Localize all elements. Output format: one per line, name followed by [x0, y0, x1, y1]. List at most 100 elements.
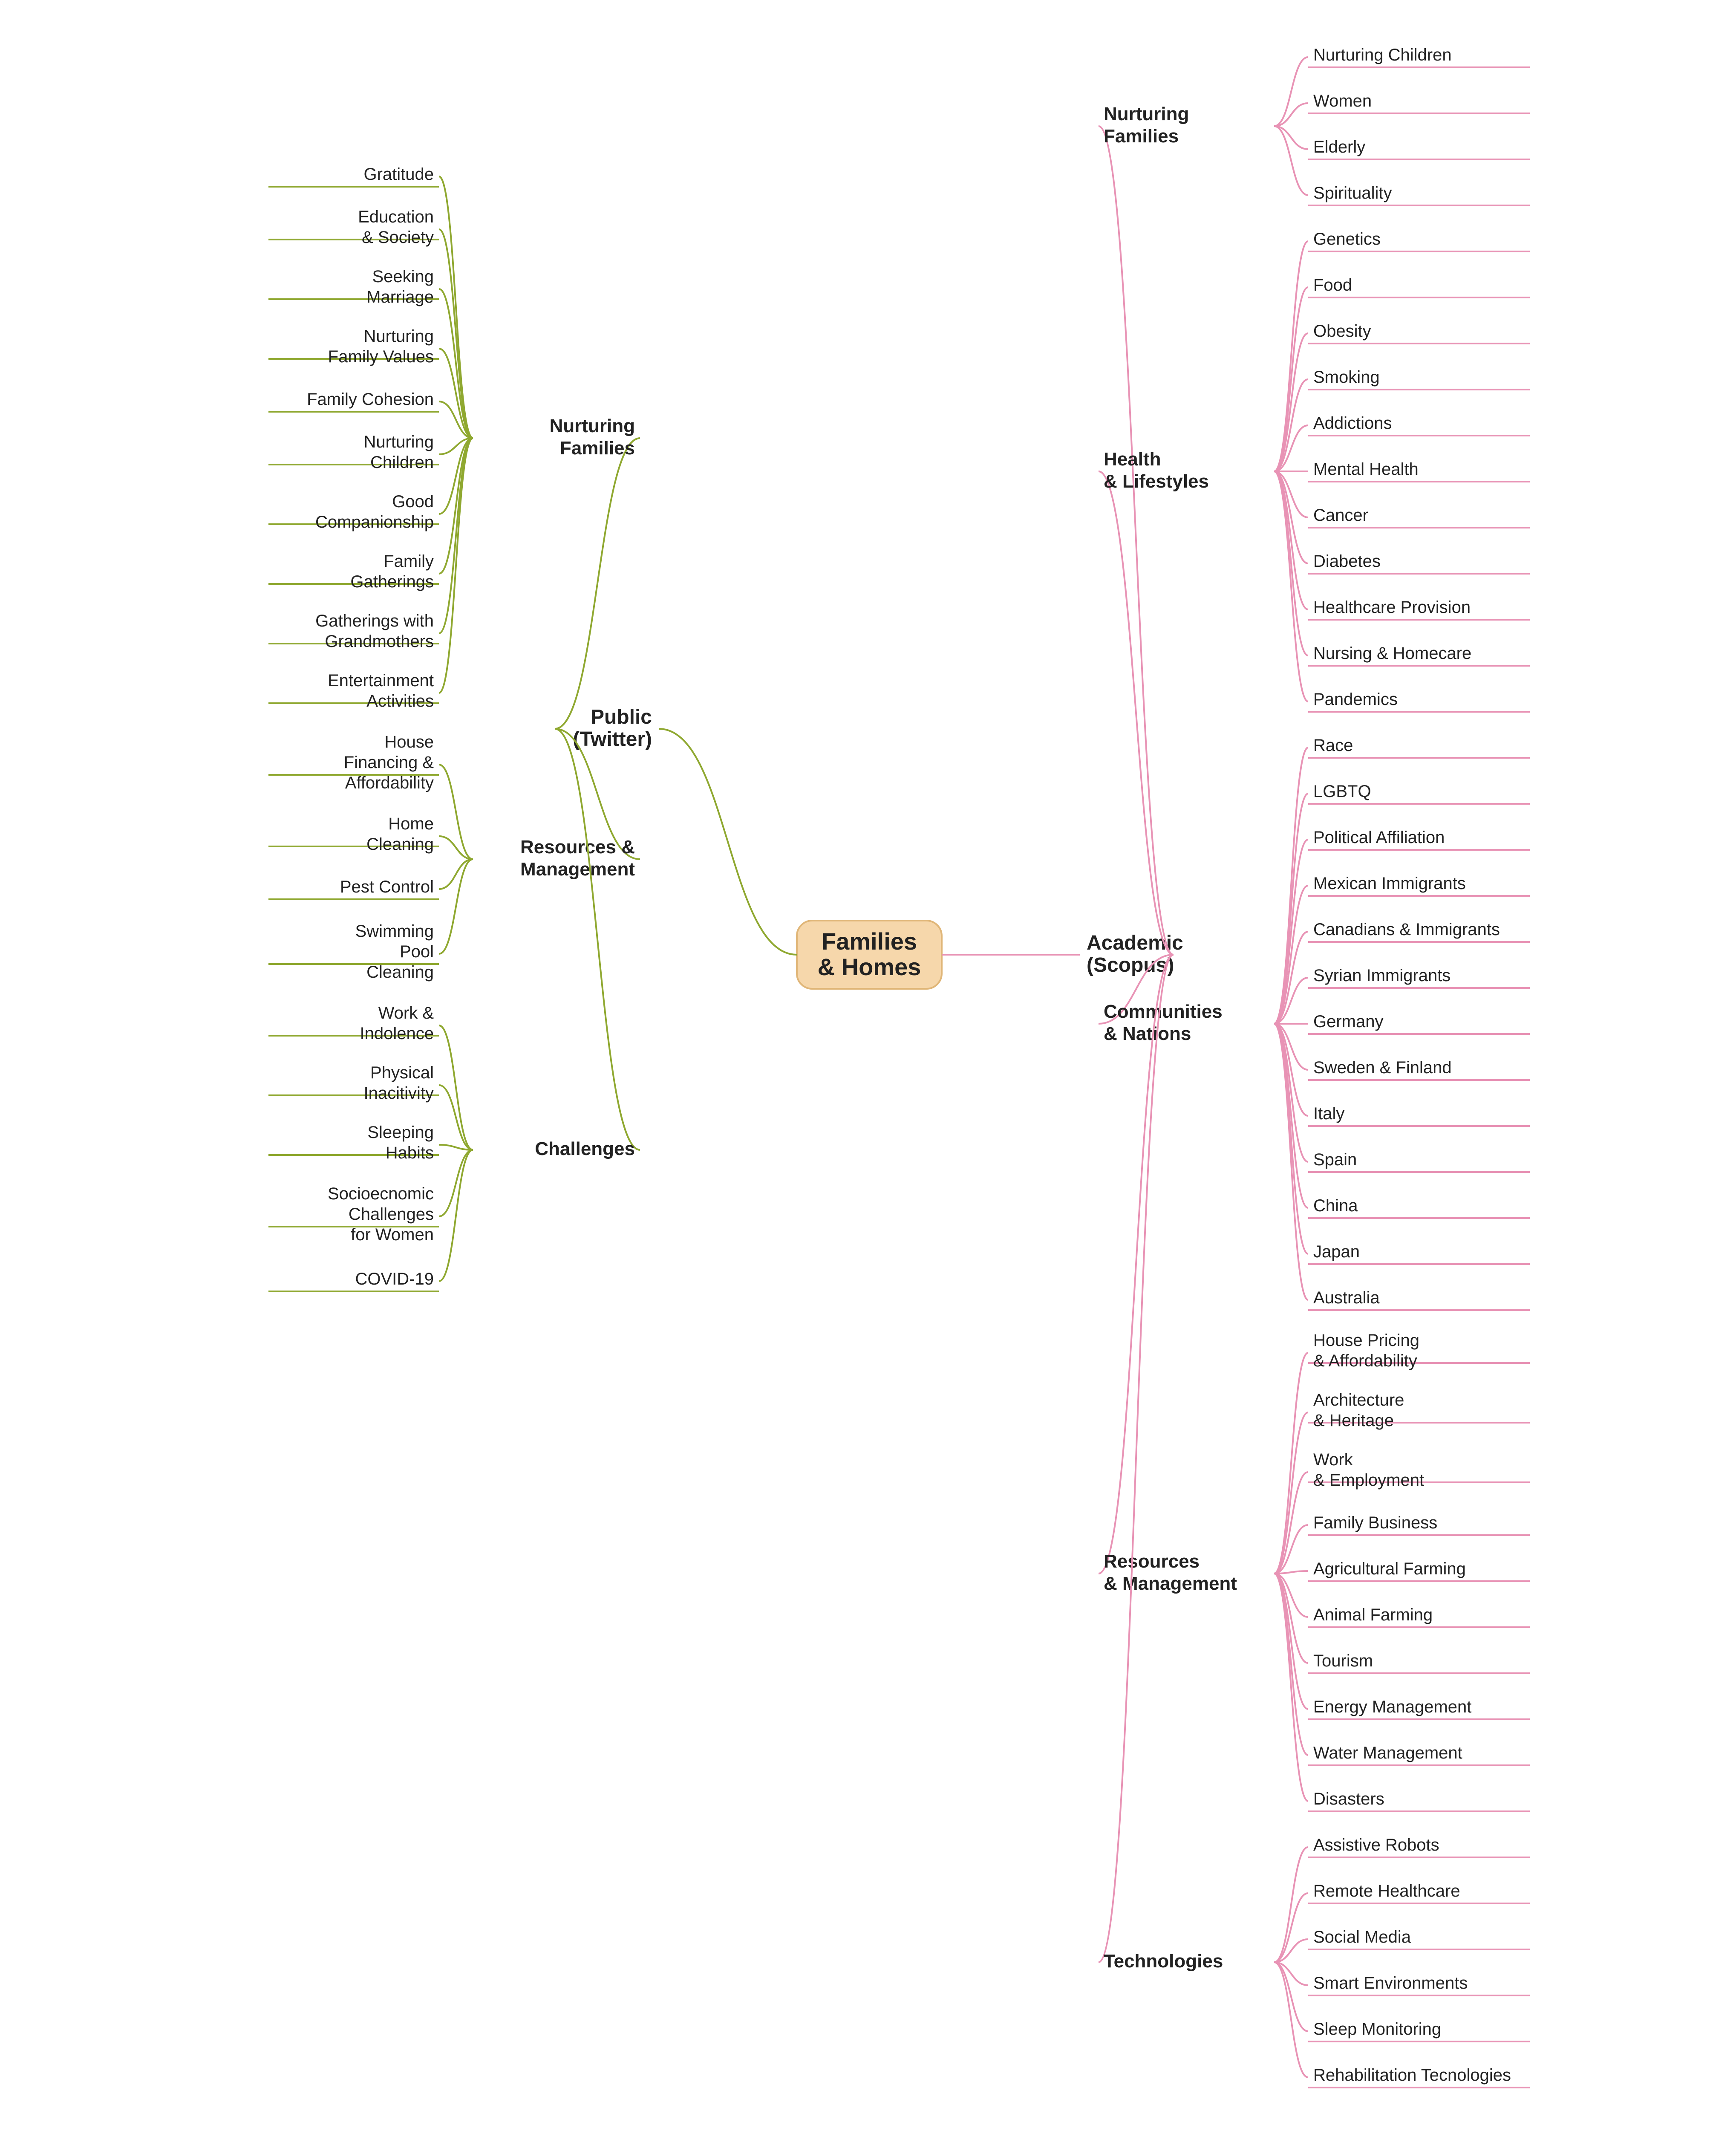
link-cat-leaf [1274, 1024, 1308, 1208]
leaf-label: Work &Indolence [360, 1004, 434, 1043]
leaf-label: Social Media [1313, 1928, 1411, 1946]
leaf-label: Remote Healthcare [1313, 1882, 1460, 1900]
leaf-label: Family Business [1313, 1513, 1437, 1532]
leaf-label: Animal Farming [1313, 1605, 1433, 1624]
leaf-label: Spirituality [1313, 184, 1392, 202]
leaf-label: SwimmingPoolCleaning [355, 922, 434, 982]
category-label: Resources &Management [520, 837, 635, 880]
leaf-label: SocioecnomicChallengesfor Women [328, 1184, 434, 1244]
leaf-label: Rehabilitation Tecnologies [1313, 2066, 1511, 2085]
leaf-label: Energy Management [1313, 1698, 1471, 1716]
leaf-label: HouseFinancing &Affordability [344, 733, 434, 792]
link-cat-leaf [439, 176, 473, 438]
link-cat-leaf [1274, 1353, 1308, 1574]
leaf-label: FamilyGatherings [350, 552, 434, 591]
link-branch-cat [1099, 126, 1174, 955]
leaf-label: Nursing & Homecare [1313, 644, 1471, 663]
leaf-label: Nurturing Children [1313, 46, 1452, 64]
category-label: Challenges [535, 1138, 635, 1159]
leaf-label: Mental Health [1313, 460, 1419, 479]
leaf-label: Addictions [1313, 414, 1392, 433]
link-cat-leaf [1274, 471, 1308, 563]
leaf-label: NurturingChildren [363, 433, 434, 472]
leaf-label: Diabetes [1313, 552, 1381, 571]
category-label: Technologies [1104, 1951, 1223, 1972]
leaf-label: Spain [1313, 1150, 1357, 1169]
leaf-label: Syrian Immigrants [1313, 966, 1451, 985]
leaf-label: EntertainmentActivities [328, 671, 434, 710]
leaf-label: Mexican Immigrants [1313, 874, 1466, 893]
link-cat-leaf [1274, 471, 1308, 702]
leaf-label: Pest Control [340, 878, 434, 896]
leaf-label: Germany [1313, 1012, 1384, 1031]
leaf-label: China [1313, 1196, 1358, 1215]
leaf-label: Cancer [1313, 506, 1368, 525]
link-cat-leaf [1274, 1962, 1308, 2077]
link-cat-leaf [1274, 1574, 1308, 1755]
leaf-label: Work& Employment [1313, 1450, 1424, 1490]
leaf-label: GoodCompanionship [315, 492, 434, 531]
leaf-label: Canadians & Immigrants [1313, 920, 1500, 939]
leaf-label: Assistive Robots [1313, 1836, 1439, 1854]
leaf-label: Water Management [1313, 1744, 1462, 1762]
link-cat-leaf [439, 1150, 473, 1281]
category-label: Communities& Nations [1104, 1001, 1223, 1044]
leaf-label: Race [1313, 736, 1353, 755]
root-label: Families& Homes [818, 928, 921, 980]
link-cat-leaf [439, 1150, 473, 1216]
link-cat-leaf [1274, 932, 1308, 1024]
leaf-label: Sweden & Finland [1313, 1058, 1452, 1077]
leaf-label: SleepingHabits [367, 1123, 434, 1162]
leaf-label: Healthcare Provision [1313, 598, 1471, 617]
leaf-label: Genetics [1313, 230, 1381, 248]
link-cat-leaf [1274, 379, 1308, 471]
leaf-label: HomeCleaning [366, 814, 434, 854]
branch-public: Public(Twitter) [573, 706, 652, 751]
leaf-label: Pandemics [1313, 690, 1398, 709]
leaf-label: NurturingFamily Values [328, 327, 434, 366]
leaf-label: Tourism [1313, 1652, 1373, 1670]
link-cat-leaf [439, 765, 473, 859]
leaf-label: Architecture& Heritage [1313, 1391, 1404, 1430]
link-cat-leaf [1274, 287, 1308, 471]
leaf-label: Smart Environments [1313, 1974, 1468, 1992]
leaf-label: Gratitude [363, 165, 434, 184]
link-cat-leaf [439, 1085, 473, 1150]
leaf-label: Japan [1313, 1242, 1360, 1261]
link-cat-leaf [1274, 1024, 1308, 1254]
leaf-label: House Pricing& Affordability [1313, 1331, 1419, 1370]
link-cat-leaf [1274, 1574, 1308, 1663]
category-label: Resources& Management [1104, 1551, 1237, 1594]
leaf-label: PhysicalInacitivity [364, 1063, 434, 1103]
link-cat-leaf [1274, 840, 1308, 1024]
link-cat-leaf [439, 438, 473, 633]
leaf-label: Gatherings withGrandmothers [315, 612, 434, 651]
leaf-label: SeekingMarriage [366, 267, 434, 306]
category-label: Health& Lifestyles [1104, 449, 1209, 492]
leaf-label: Women [1313, 92, 1372, 110]
leaf-label: Food [1313, 276, 1352, 295]
branch-academic: Academic(Scopus) [1087, 932, 1183, 976]
leaf-label: Australia [1313, 1288, 1380, 1307]
link-cat-leaf [1274, 1847, 1308, 1962]
leaf-label: Agricultural Farming [1313, 1559, 1466, 1578]
link-cat-leaf [1274, 241, 1308, 471]
link-cat-leaf [439, 229, 473, 438]
leaf-label: Sleep Monitoring [1313, 2020, 1441, 2039]
link-cat-leaf [1274, 1024, 1308, 1116]
leaf-label: Family Cohesion [307, 390, 434, 409]
category-label: NurturingFamilies [1104, 104, 1189, 147]
mindmap-canvas: Families& Homes Public(Twitter) NurturingF… [0, 0, 1736, 2131]
link-cat-leaf [1274, 471, 1308, 655]
leaf-label: Education& Society [358, 208, 434, 247]
link-branch-cat [555, 438, 640, 729]
category-label: NurturingFamilies [550, 416, 635, 459]
link-cat-leaf [1274, 794, 1308, 1024]
leaf-label: Elderly [1313, 138, 1365, 156]
link-cat-leaf [1274, 1574, 1308, 1801]
leaf-label: Italy [1313, 1104, 1344, 1123]
leaf-label: Obesity [1313, 322, 1371, 341]
link-branch-cat [1099, 955, 1174, 1962]
leaf-label: COVID-19 [355, 1270, 434, 1288]
leaf-label: Political Affiliation [1313, 828, 1445, 847]
